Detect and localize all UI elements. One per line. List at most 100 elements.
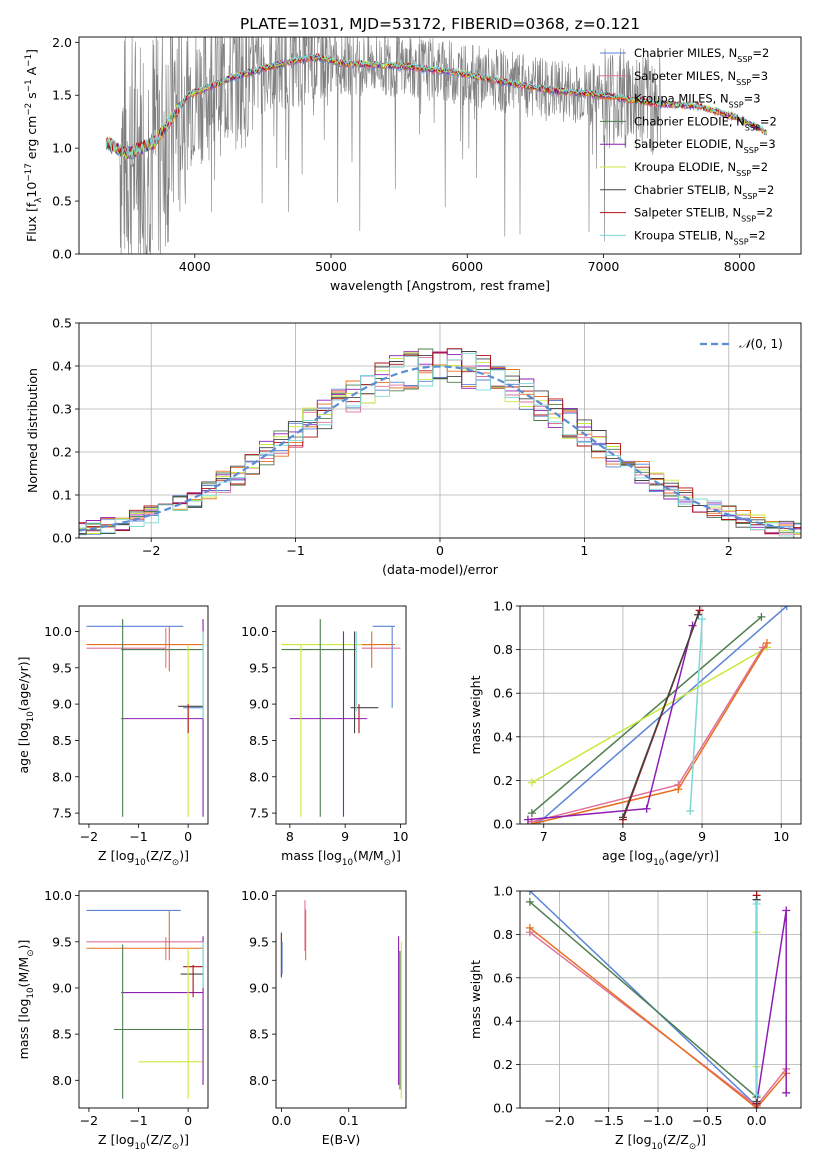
weight_vs_Z-y-tick-label: 0.2 xyxy=(493,1057,513,1072)
label-part: =2 xyxy=(751,160,768,174)
legend-label: Kroupa ELODIE, NSSP=2 xyxy=(634,160,768,178)
residual-plot-area xyxy=(79,323,801,538)
weight_vs_age-point-marker xyxy=(695,606,704,615)
weight_vs_Z-x-tick-label: −2.0 xyxy=(544,1113,574,1128)
label-part: =3 xyxy=(744,92,761,106)
label-part: ⊙ xyxy=(689,1142,696,1152)
age_vs_mass-y-tick-label: 7.5 xyxy=(249,806,269,821)
mass_vs_Z-y-axis-label: mass [log10(M/M⊙)] xyxy=(16,940,36,1060)
legend-label: Kroupa STELIB, NSSP=2 xyxy=(634,228,766,246)
spectrum-y-tick-label: 0.0 xyxy=(52,247,72,262)
weight_vs_age-series-line xyxy=(539,606,788,823)
weight_vs_age-point-marker xyxy=(694,610,703,619)
residual-y-tick-label: 0.5 xyxy=(52,316,72,331)
label-part: −17 xyxy=(24,163,34,181)
weight_vs_Z-y-axis-label: mass weight xyxy=(468,960,483,1039)
weight_vs_age-point-marker xyxy=(523,815,532,824)
spectrum-x-axis-label: wavelength [Angstrom, rest frame] xyxy=(330,278,550,293)
label-part: −1 xyxy=(24,79,34,92)
mass_vs_Z-y-tick-label: 8.0 xyxy=(52,1073,72,1088)
label-part: )] xyxy=(16,940,31,950)
residual-y-tick-label: 0.1 xyxy=(52,488,72,503)
label-part: 10 xyxy=(342,858,353,868)
label-part: mass weight xyxy=(468,960,483,1039)
weight_vs_age-point-marker xyxy=(618,813,627,822)
figure-title: PLATE=1031, MJD=53172, FIBERID=0368, z=0… xyxy=(240,15,640,33)
label-part: 10 xyxy=(26,711,36,722)
label-part: age [log xyxy=(602,848,653,863)
label-part: Z [log xyxy=(98,1132,134,1147)
mass_vs_Z-plot-area xyxy=(86,909,204,1099)
age_vs_Z-axes: −2 −1 07.58.08.59.09.510.0Z [log10(Z/Z⊙)]a… xyxy=(16,605,209,868)
spectrum-axes: 4000 5000 6000 7000 8000 0.0 0.5 1.0 1.5 2.0 wavel… xyxy=(24,35,802,293)
label-part: Chabrier ELODIE, N xyxy=(634,114,745,128)
age_vs_Z-y-tick-label: 8.0 xyxy=(52,769,72,784)
label-part: )] xyxy=(696,1132,706,1147)
mass_vs_ebv-axes: 0.0 0.1 8.0 8.5 9.0 9.5 10.0 E(B-V) xyxy=(241,888,407,1147)
label-part: SSP xyxy=(741,214,756,223)
legend-label: Salpeter MILES, NSSP=3 xyxy=(634,69,768,87)
age_vs_Z-x-tick-label: −2 xyxy=(80,829,98,844)
weight_vs_Z-point-marker xyxy=(752,900,761,909)
label-part: ⊙ xyxy=(26,949,36,956)
label-part: =2 xyxy=(749,228,766,242)
residual-x-axis-label: (data-model)/error xyxy=(382,562,499,577)
mass_vs_ebv-y-tick-label: 8.5 xyxy=(249,1027,269,1042)
weight_vs_age-x-tick-label: 10 xyxy=(773,829,789,844)
label-part: age [log xyxy=(16,722,31,773)
weight_vs_age-series-line xyxy=(689,619,703,811)
weight_vs_age-series-line xyxy=(531,646,768,784)
mass_vs_Z-x-tick-label: −2 xyxy=(80,1113,98,1128)
mass_vs_Z-x-axis-label: Z [log10(Z/Z⊙)] xyxy=(98,1132,189,1152)
weight_vs_age-y-tick-label: 0.0 xyxy=(493,817,513,832)
age_vs_mass-x-axis-label: mass [log10(M/M⊙)] xyxy=(281,848,401,868)
age_vs_Z-x-tick-label: 0 xyxy=(184,829,192,844)
residual-legend: 𝒩(0, 1) xyxy=(700,337,783,351)
age_vs_mass-y-tick-label: 8.5 xyxy=(249,733,269,748)
spectrum-plot-area xyxy=(105,37,768,254)
weight_vs_age-point-marker xyxy=(527,778,536,787)
label-part: s xyxy=(24,92,39,103)
weight_vs_age-point-marker xyxy=(642,804,651,813)
spectrum-model-line xyxy=(105,53,768,158)
label-part: )] xyxy=(391,848,401,863)
label-part: (age/yr)] xyxy=(664,848,719,863)
age_vs_mass-x-tick-label: 10 xyxy=(393,829,409,844)
label-part: wavelength [Angstrom, rest frame] xyxy=(330,278,550,293)
weight_vs_Z-x-tick-label: 0.0 xyxy=(747,1113,767,1128)
weight_vs_age-y-axis-label: mass weight xyxy=(468,675,483,754)
age_vs_mass-x-tick-label: 8 xyxy=(286,829,294,844)
spectrum-x-tick-label: 5000 xyxy=(315,259,347,274)
label-part: SSP xyxy=(736,169,751,178)
legend-label: Kroupa MILES, NSSP=3 xyxy=(634,92,761,110)
weight_vs_Z-y-tick-label: 1.0 xyxy=(493,884,513,899)
weight_vs_Z-series-line xyxy=(529,927,787,1108)
mass_vs_Z-axes: −2 −1 08.08.59.09.510.0Z [log10(Z/Z⊙)]mass… xyxy=(16,888,209,1152)
label-part: −2 xyxy=(24,103,34,116)
label-part: 10 xyxy=(24,182,39,198)
residual-histogram-step xyxy=(79,348,801,535)
residual-y-axis-label: Normed distribution xyxy=(25,368,40,493)
spectrum-x-tick-label: 8000 xyxy=(724,259,756,274)
label-part: )] xyxy=(179,1132,189,1147)
label-part: Chabrier MILES, N xyxy=(634,46,737,60)
spectrum-frame xyxy=(78,36,802,255)
normal-distribution-curve xyxy=(79,365,799,532)
weight_vs_age-point-marker xyxy=(757,612,766,621)
age_vs_mass-plot-area xyxy=(281,619,401,817)
age_vs_Z-x-tick-label: −1 xyxy=(129,829,147,844)
label-part: Flux [f xyxy=(24,202,39,242)
mass_vs_Z-y-tick-label: 9.0 xyxy=(52,980,72,995)
weight_vs_Z-point-marker xyxy=(525,891,534,895)
label-part: −1 xyxy=(24,54,34,67)
weight_vs_age-point-marker xyxy=(782,606,791,610)
label-part: mass [log xyxy=(16,999,31,1060)
weight_vs_Z-plot-area xyxy=(520,891,801,1108)
weight_vs_age-frame xyxy=(519,605,802,825)
label-part: 10 xyxy=(652,1142,663,1152)
weight_vs_Z-y-tick-label: 0.8 xyxy=(493,927,513,942)
weight_vs_Z-y-tick-label: 0.6 xyxy=(493,970,513,985)
spectrum-observed-flux xyxy=(119,37,661,254)
